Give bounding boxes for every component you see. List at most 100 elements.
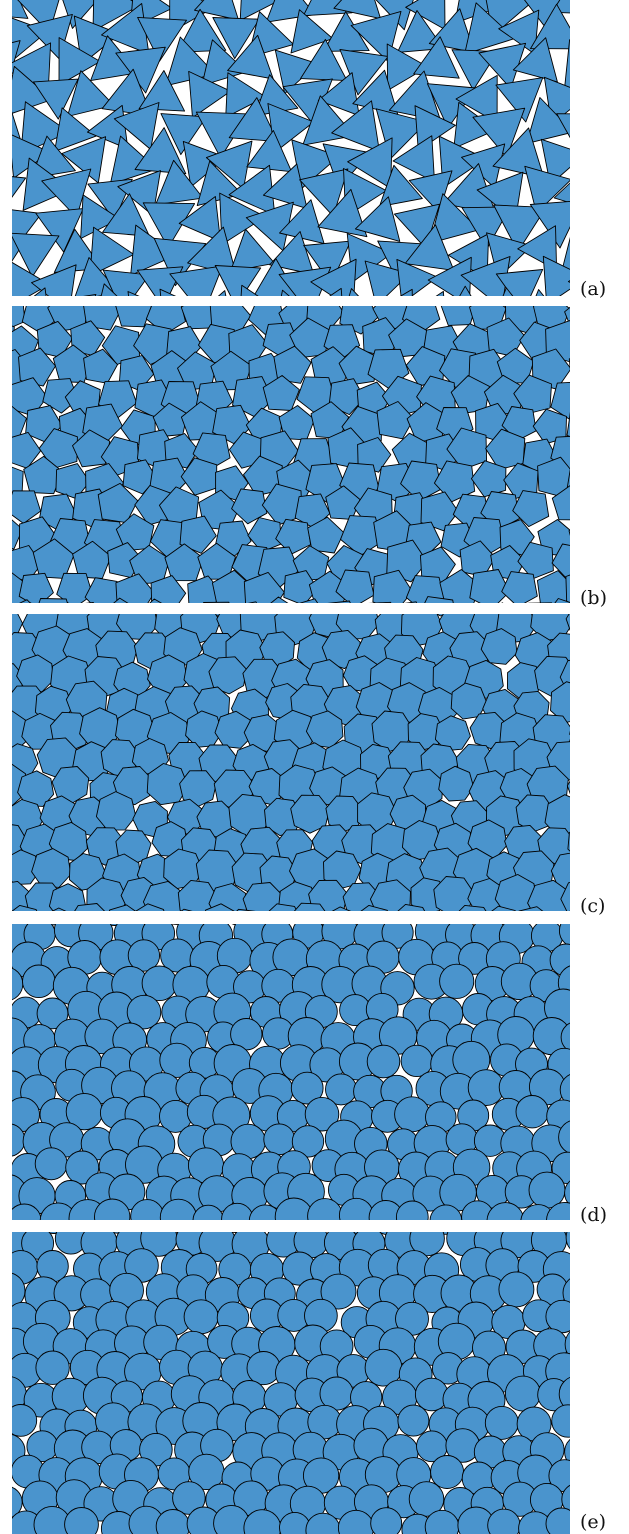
circle-particle (370, 1507, 403, 1534)
pentagon-particle (38, 428, 78, 469)
heptagon-particle (342, 882, 381, 911)
heptagon-particle (208, 656, 247, 695)
pentagon-particle (420, 491, 459, 532)
pentagon-particle (197, 542, 236, 580)
triangle-particle (227, 34, 274, 80)
triangle-particle (102, 269, 150, 296)
pentagon-particle (536, 570, 570, 603)
circle-particle (504, 1375, 541, 1412)
triangle-particle (493, 204, 547, 253)
pentagon-particle (145, 306, 186, 335)
pentagon-particle (115, 306, 152, 328)
triangle-particle (142, 202, 196, 249)
pentagon-particle (424, 596, 454, 603)
circle-particle (64, 1507, 99, 1534)
triangle-particle (178, 196, 221, 242)
pentagon-particle (83, 348, 118, 384)
triangle-particle (464, 2, 516, 55)
panel-d (12, 924, 570, 1220)
triangle-particle (364, 260, 411, 296)
heptagon-particle (397, 903, 426, 911)
triangle-particle (80, 194, 121, 240)
pentagon-particle (470, 460, 507, 498)
heptagon-particle (560, 881, 570, 911)
triangle-particle (265, 0, 316, 23)
pentagon-particle (405, 346, 446, 387)
triangle-particle (414, 105, 456, 152)
circle-particle (183, 1299, 219, 1335)
pentagon-particle (12, 490, 42, 524)
triangle-particle (35, 208, 84, 253)
heptagon-particle (242, 882, 283, 911)
triangle-particle (89, 226, 135, 277)
circle-particle (551, 1404, 570, 1438)
pentagon-particle (72, 429, 111, 468)
triangle-particle (194, 0, 239, 21)
pentagon-particle (501, 571, 538, 603)
triangle-particle (553, 182, 570, 204)
circle-particle (559, 1074, 570, 1106)
circle-particle (246, 1351, 281, 1386)
triangle-particle (492, 127, 545, 179)
heptagon-particle (51, 907, 67, 911)
pentagon-particle (294, 493, 331, 529)
triangle-particle (113, 102, 160, 150)
packing-circles-e (12, 1232, 570, 1534)
triangle-particle (530, 3, 570, 50)
circle-particle (558, 1376, 570, 1412)
heptagon-particle (323, 850, 362, 890)
triangle-particle (542, 255, 570, 296)
pentagon-particle (551, 543, 570, 580)
panel-b (12, 306, 570, 603)
circle-particle (498, 1271, 535, 1308)
circle-particle (230, 1123, 266, 1160)
circle-particle (320, 1273, 357, 1310)
pentagon-particle (327, 600, 351, 603)
heptagon-particle (567, 831, 570, 852)
circle-particle (484, 1405, 519, 1440)
triangle-particle (12, 176, 27, 198)
panel-label-a: (a) (580, 278, 607, 300)
triangle-particle (300, 38, 348, 82)
triangle-particle (212, 17, 260, 60)
heptagon-particle (544, 794, 570, 838)
heptagon-particle (74, 903, 106, 911)
packing-circles-d (12, 924, 570, 1220)
heptagon-particle (236, 908, 256, 911)
triangle-particle (188, 70, 232, 119)
panel-e (12, 1232, 570, 1534)
triangle-particle (404, 224, 455, 271)
pentagon-particle (18, 572, 54, 603)
pentagon-particle (275, 518, 312, 555)
triangle-particle (512, 37, 558, 83)
pentagon-particle (19, 599, 31, 603)
pentagon-particle (325, 485, 361, 520)
triangle-particle (290, 9, 334, 54)
triangle-particle (399, 288, 413, 296)
triangle-particle (127, 291, 140, 296)
triangle-particle (153, 237, 207, 287)
triangle-particle (435, 290, 445, 296)
heptagon-particle (51, 766, 90, 804)
panel-label-b: (b) (580, 587, 607, 609)
pentagon-particle (566, 411, 570, 438)
triangle-particle (354, 196, 401, 242)
triangle-particle (159, 288, 177, 296)
pentagon-particle (12, 306, 26, 328)
triangle-particle (299, 168, 349, 217)
circle-particle (565, 1232, 570, 1250)
circle-particle (564, 1331, 570, 1358)
panel-label-e: (e) (580, 1511, 607, 1533)
triangle-particle (160, 113, 207, 156)
triangle-particle (556, 113, 570, 139)
pentagon-particle (307, 516, 345, 554)
heptagon-particle (293, 902, 326, 911)
heptagon-particle (565, 614, 570, 632)
triangle-particle (240, 284, 259, 296)
triangle-particle (459, 285, 472, 296)
triangle-particle (228, 97, 279, 143)
triangle-particle (100, 283, 118, 296)
triangle-particle (137, 16, 187, 62)
triangle-particle (461, 206, 511, 250)
triangle-particle (526, 97, 570, 145)
